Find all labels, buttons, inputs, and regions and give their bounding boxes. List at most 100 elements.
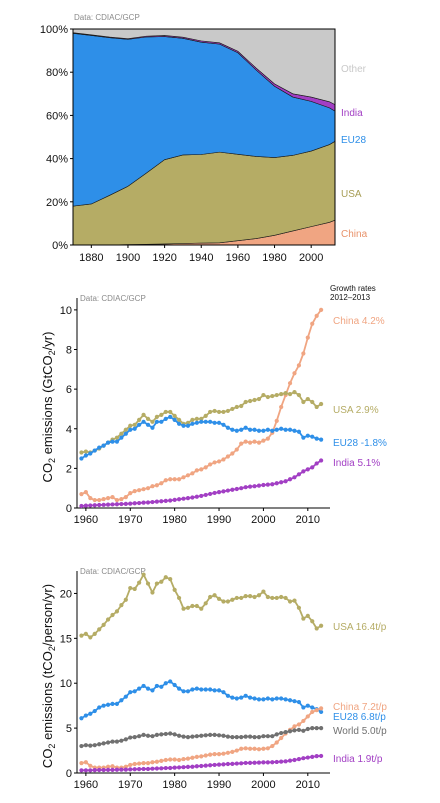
- x-tick-label: 2000: [251, 779, 275, 791]
- data-point-india: [279, 480, 284, 485]
- data-point-india: [319, 458, 324, 463]
- data-point-china: [181, 756, 186, 762]
- data-point-eu28: [305, 433, 310, 438]
- data-point-china: [265, 746, 270, 751]
- data-point-usa: [256, 396, 262, 402]
- data-point-india: [265, 482, 270, 487]
- data-point-india: [199, 763, 204, 769]
- y-tick-label: 20: [60, 588, 72, 600]
- points-china: [79, 706, 324, 770]
- data-point-india: [181, 496, 186, 501]
- data-point-world: [185, 734, 191, 740]
- data-point-india: [150, 766, 155, 771]
- x-tick-label: 1980: [162, 514, 186, 526]
- data-point-eu28: [119, 698, 124, 703]
- data-point-india: [83, 768, 88, 773]
- data-point-india: [265, 760, 270, 765]
- data-point-world: [199, 733, 204, 738]
- data-point-india: [176, 765, 182, 770]
- data-point-india: [159, 499, 164, 504]
- data-point-world: [101, 741, 106, 746]
- data-point-india: [132, 501, 137, 506]
- data-point-china: [132, 761, 137, 767]
- data-point-eu28: [216, 688, 222, 693]
- data-point-eu28: [168, 679, 173, 684]
- data-point-usa: [208, 409, 213, 415]
- data-point-china: [159, 758, 164, 763]
- y-tick-label: 40%: [46, 154, 68, 166]
- data-point-usa: [185, 605, 191, 610]
- source-note: Data: CDIAC/GCP: [74, 13, 140, 22]
- data-point-usa: [79, 633, 84, 638]
- data-point-india: [92, 768, 97, 773]
- data-point-eu28: [234, 428, 239, 433]
- x-tick-label: 2010: [296, 514, 320, 526]
- data-point-usa: [172, 587, 177, 592]
- data-point-india: [163, 765, 168, 771]
- data-point-eu28: [123, 431, 128, 436]
- data-point-world: [141, 732, 146, 737]
- data-point-china: [114, 497, 120, 503]
- data-point-china: [163, 757, 168, 763]
- points-eu28: [79, 679, 324, 721]
- data-point-india: [168, 765, 173, 771]
- data-point-world: [296, 727, 302, 733]
- data-point-india: [305, 755, 310, 760]
- data-point-eu28: [261, 428, 266, 433]
- data-point-india: [110, 502, 115, 507]
- data-point-india: [154, 499, 159, 504]
- data-point-eu28: [319, 709, 324, 715]
- data-point-china: [141, 761, 146, 766]
- data-point-eu28: [141, 683, 146, 689]
- plot-frame: [72, 28, 336, 246]
- data-point-eu28: [230, 695, 235, 700]
- data-point-usa: [243, 594, 248, 599]
- data-point-india: [230, 487, 235, 492]
- data-point-eu28: [310, 434, 315, 439]
- data-point-usa: [279, 391, 284, 397]
- data-point-eu28: [252, 696, 257, 701]
- header-line-1: Growth rates: [330, 284, 376, 293]
- data-point-china: [83, 760, 88, 765]
- data-point-china: [221, 751, 226, 756]
- data-point-world: [83, 743, 88, 748]
- data-point-india: [301, 756, 306, 761]
- data-point-china: [248, 440, 253, 445]
- data-point-eu28: [279, 696, 284, 701]
- data-point-usa: [296, 392, 302, 398]
- data-point-china: [248, 746, 253, 751]
- data-point-eu28: [137, 422, 142, 427]
- y-tick-label: 6: [66, 384, 72, 396]
- data-point-china: [230, 451, 235, 456]
- data-point-eu28: [199, 687, 204, 692]
- data-point-usa: [301, 399, 306, 405]
- data-point-china: [274, 740, 279, 745]
- data-point-india: [159, 766, 164, 771]
- data-point-usa: [221, 599, 226, 604]
- data-point-eu28: [252, 427, 257, 432]
- data-point-eu28: [132, 689, 137, 694]
- data-point-usa: [256, 593, 262, 598]
- data-point-china: [150, 760, 155, 765]
- data-point-eu28: [212, 420, 217, 425]
- data-point-eu28: [283, 697, 288, 702]
- x-tick-label: 1960: [74, 514, 98, 526]
- data-point-world: [154, 732, 159, 737]
- source-note: Data: CDIAC/GCP: [80, 294, 146, 303]
- data-point-eu28: [83, 713, 88, 718]
- data-point-china: [154, 483, 159, 488]
- data-point-usa: [176, 595, 182, 601]
- data-point-china: [305, 335, 310, 340]
- data-point-india: [123, 501, 128, 506]
- data-point-usa: [83, 631, 88, 636]
- y-tick-label: 0: [66, 503, 72, 515]
- data-point-eu28: [239, 695, 244, 700]
- data-point-usa: [252, 397, 257, 403]
- data-point-world: [145, 733, 151, 738]
- data-point-china: [274, 418, 279, 423]
- data-point-india: [101, 767, 106, 773]
- data-point-usa: [301, 616, 306, 621]
- data-point-india: [132, 767, 137, 772]
- data-point-china: [88, 763, 93, 768]
